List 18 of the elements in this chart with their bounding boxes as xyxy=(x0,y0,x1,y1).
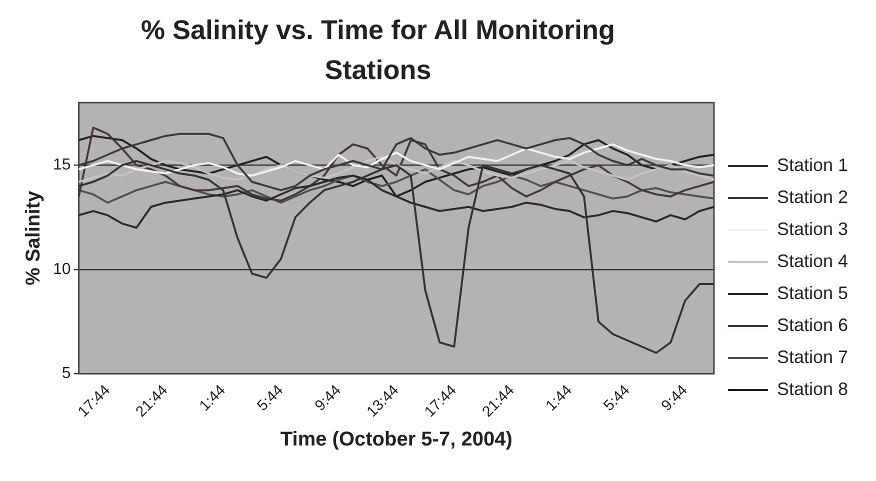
legend-label: Station 6 xyxy=(776,314,848,335)
x-tick-label: 5:44 xyxy=(254,382,287,414)
legend-label: Station 3 xyxy=(776,218,848,239)
x-tick-label: 9:44 xyxy=(658,382,691,414)
x-tick-label: 5:44 xyxy=(600,382,634,414)
y-tick-label: 5 xyxy=(62,365,71,382)
legend-label: Station 2 xyxy=(776,186,848,207)
y-tick-label: 15 xyxy=(53,156,71,174)
legend-label: Station 5 xyxy=(776,282,848,303)
legend-label: Station 4 xyxy=(776,250,848,271)
chart-title: % Salinity vs. Time for All Monitoring Stations xyxy=(140,14,616,87)
legend-label: Station 8 xyxy=(776,378,848,399)
x-axis-title: Time (October 5-7, 2004) xyxy=(280,428,512,451)
legend-label: Station 7 xyxy=(776,346,848,367)
y-axis-title: % Salinity xyxy=(22,190,45,286)
x-tick-label: 9:44 xyxy=(312,382,344,414)
y-tick-label: 10 xyxy=(53,260,71,278)
legend-label: Station 1 xyxy=(776,154,848,175)
